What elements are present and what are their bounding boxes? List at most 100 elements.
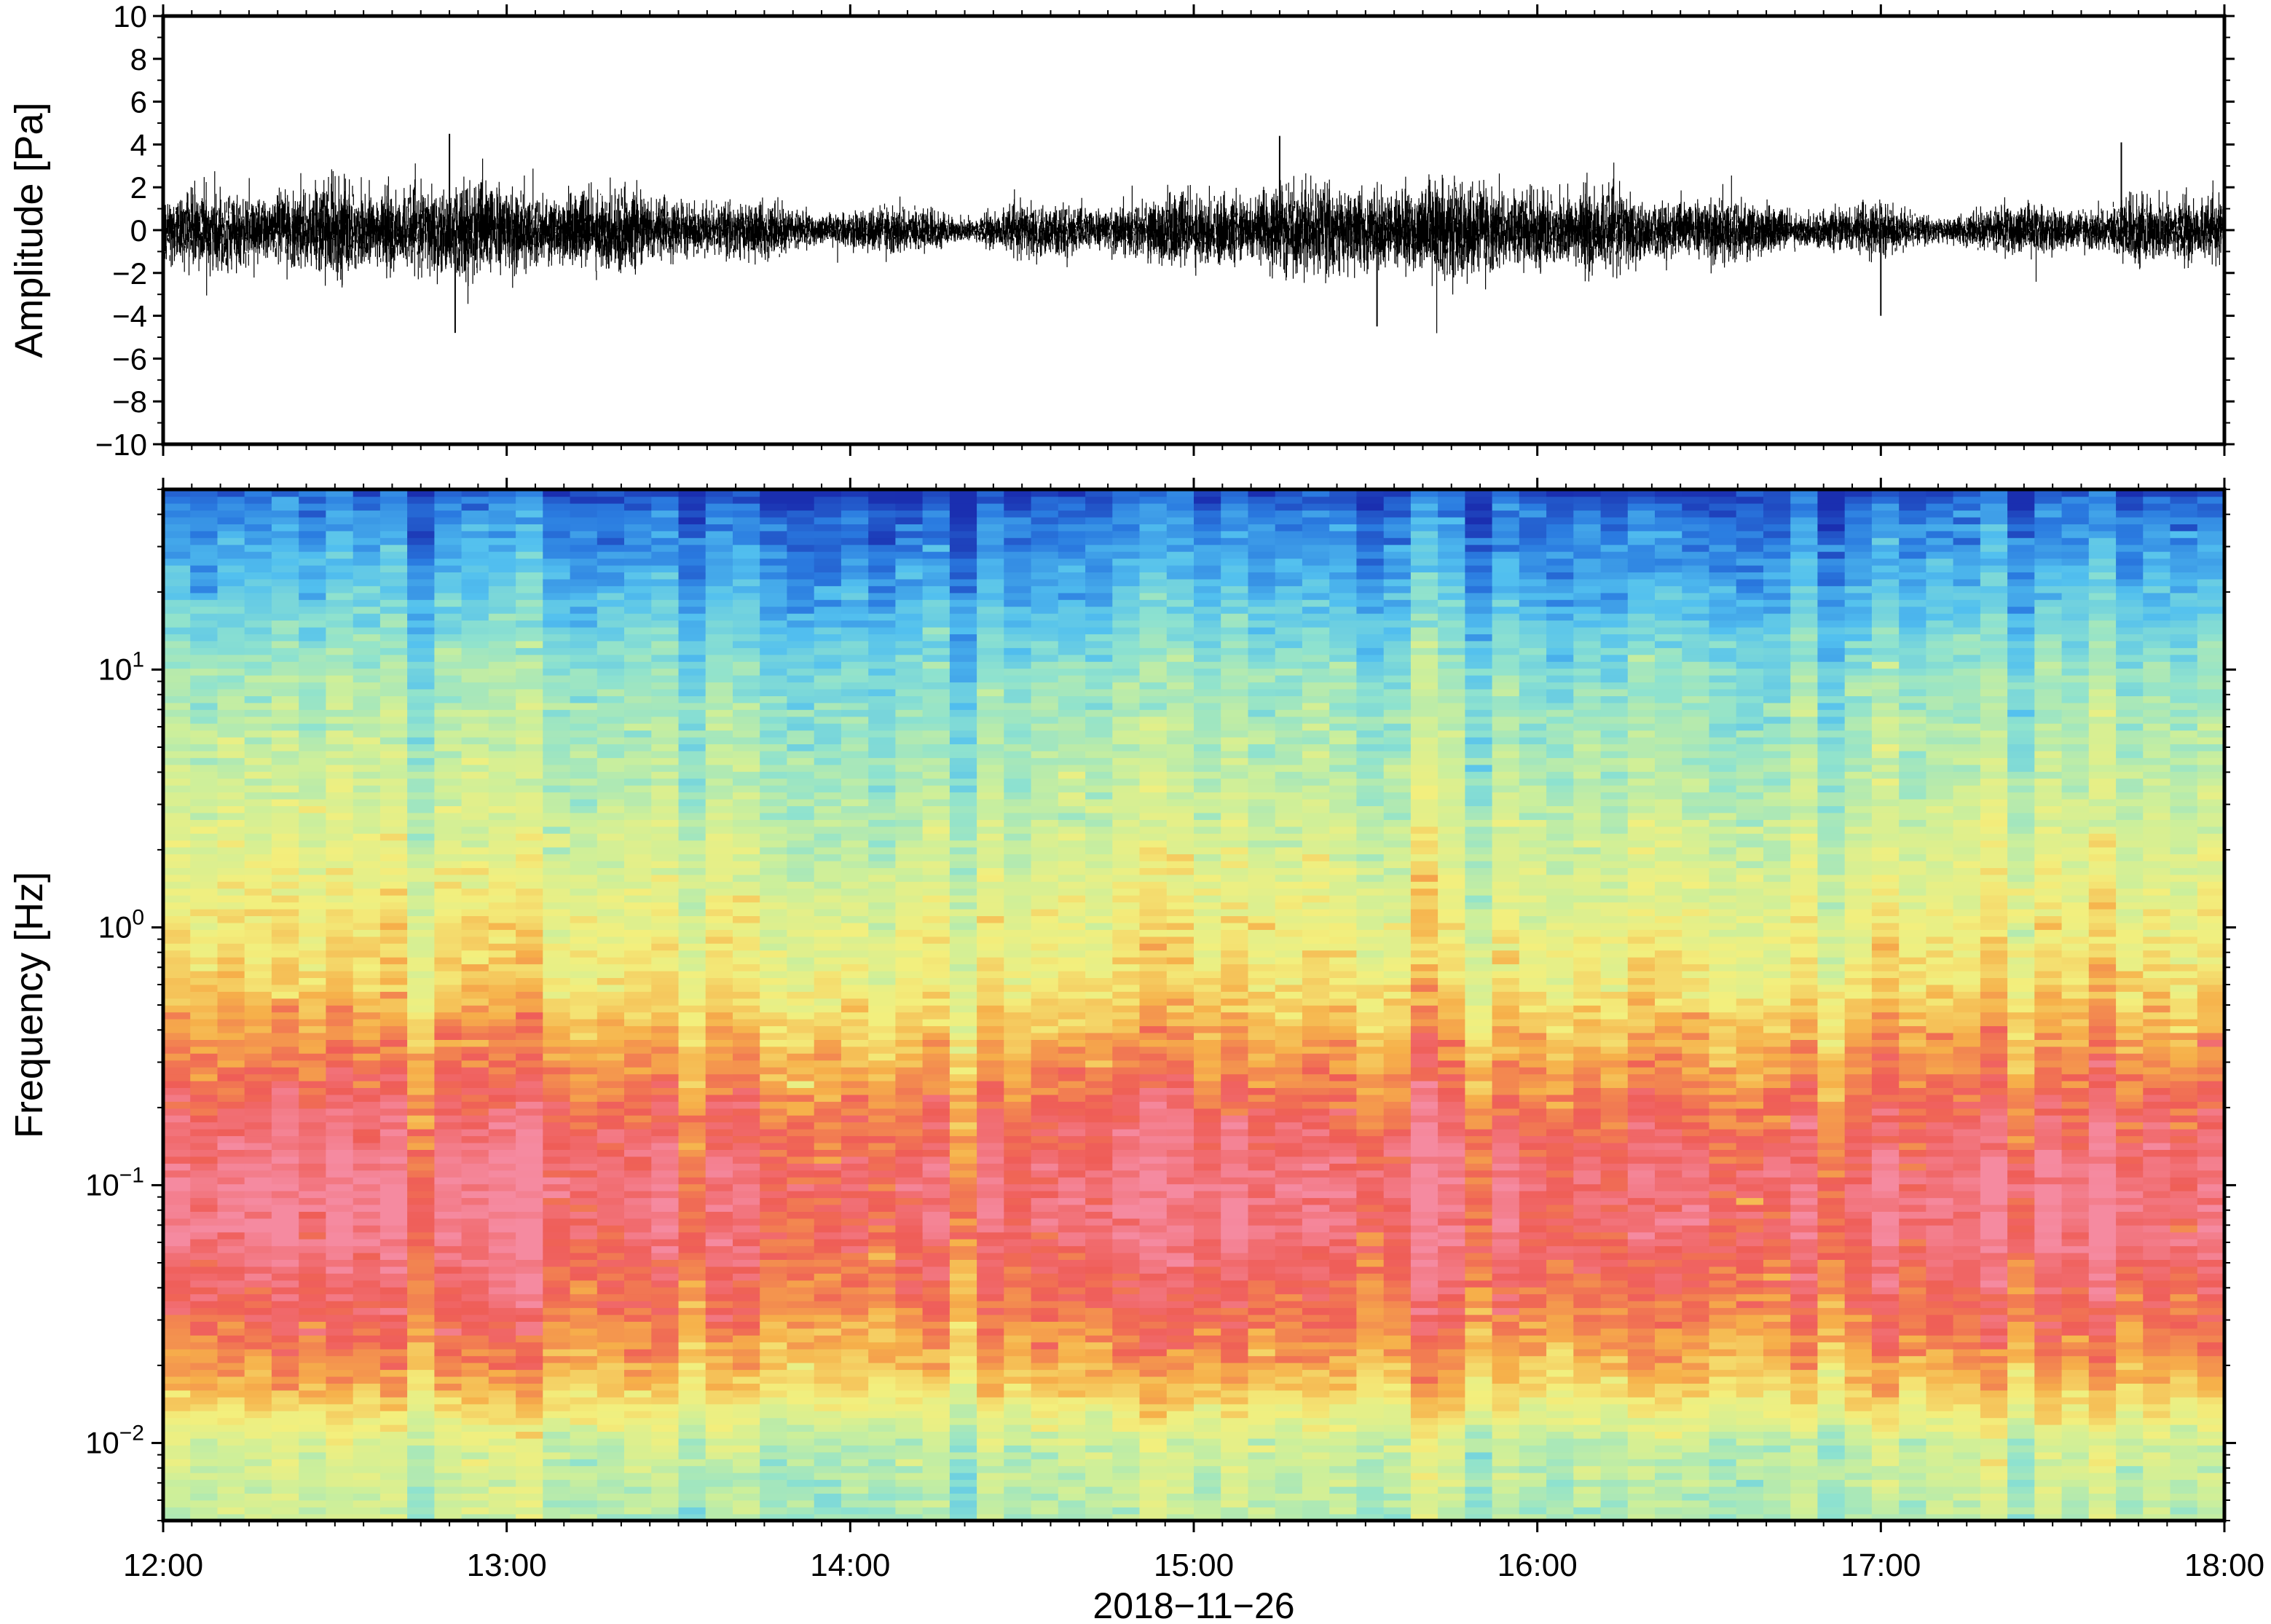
heatmap-cell bbox=[461, 1287, 489, 1295]
heatmap-cell bbox=[516, 991, 544, 999]
heatmap-cell bbox=[434, 750, 463, 758]
heatmap-cell bbox=[570, 716, 598, 724]
heatmap-cell bbox=[760, 496, 788, 504]
heatmap-cell bbox=[543, 1362, 571, 1371]
heatmap-cell bbox=[977, 1122, 1005, 1130]
heatmap-cell bbox=[624, 723, 652, 731]
heatmap-cell bbox=[597, 606, 625, 614]
heatmap-cell bbox=[488, 854, 516, 862]
heatmap-cell bbox=[244, 846, 272, 855]
heatmap-cell bbox=[868, 1472, 897, 1481]
heatmap-cell bbox=[814, 612, 842, 621]
heatmap-cell bbox=[244, 936, 272, 944]
waveform-y-axis-label: Amplitude [Pa] bbox=[7, 102, 51, 358]
heatmap-cell bbox=[244, 1094, 272, 1102]
heatmap-cell bbox=[977, 1259, 1005, 1267]
heatmap-cell bbox=[570, 750, 598, 758]
heatmap-cell bbox=[379, 709, 408, 717]
heatmap-cell bbox=[760, 654, 788, 662]
heatmap-cell bbox=[488, 1135, 516, 1143]
heatmap-cell bbox=[190, 778, 219, 786]
heatmap-cell bbox=[434, 819, 463, 827]
heatmap-cell bbox=[895, 1108, 924, 1116]
heatmap-cell bbox=[543, 778, 571, 786]
heatmap-cell bbox=[949, 867, 977, 875]
heatmap-cell bbox=[624, 551, 652, 559]
heatmap-cell bbox=[760, 963, 788, 971]
heatmap-cell bbox=[787, 661, 815, 669]
heatmap-cell bbox=[407, 1142, 436, 1150]
heatmap-cell bbox=[597, 578, 625, 586]
heatmap-cell bbox=[516, 634, 544, 642]
heatmap-cell bbox=[163, 1018, 191, 1027]
heatmap-cell bbox=[651, 778, 680, 786]
heatmap-cell bbox=[217, 805, 245, 813]
heatmap-cell bbox=[922, 1252, 950, 1260]
heatmap-cell bbox=[949, 950, 977, 958]
heatmap-cell bbox=[1004, 592, 1032, 600]
heatmap-cell bbox=[895, 1335, 924, 1343]
heatmap-cell bbox=[814, 524, 842, 532]
heatmap-cell bbox=[353, 1459, 381, 1467]
heatmap-cell bbox=[678, 1376, 707, 1384]
heatmap-cell bbox=[733, 730, 760, 738]
heatmap-cell bbox=[977, 1170, 1005, 1178]
heatmap-cell bbox=[353, 592, 381, 600]
heatmap-cell bbox=[326, 771, 354, 779]
heatmap-cell bbox=[190, 1472, 219, 1481]
heatmap-cell bbox=[1004, 854, 1032, 862]
heatmap-cell bbox=[1004, 833, 1032, 841]
heatmap-cell bbox=[922, 1293, 950, 1301]
heatmap-cell bbox=[570, 1149, 598, 1157]
heatmap-cell bbox=[651, 798, 680, 806]
heatmap-cell bbox=[949, 730, 977, 738]
heatmap-cell bbox=[326, 592, 354, 600]
heatmap-cell bbox=[163, 502, 191, 511]
heatmap-cell bbox=[353, 530, 381, 538]
heatmap-cell bbox=[488, 1018, 516, 1027]
heatmap-cell bbox=[326, 1122, 354, 1130]
heatmap-cell bbox=[244, 784, 272, 793]
heatmap-cell bbox=[488, 1039, 516, 1047]
heatmap-cell bbox=[163, 819, 191, 827]
heatmap-cell bbox=[163, 805, 191, 813]
heatmap-cell bbox=[597, 1266, 625, 1274]
heatmap-cell bbox=[379, 902, 408, 910]
heatmap-cell bbox=[326, 682, 354, 690]
heatmap-cell bbox=[597, 1472, 625, 1481]
heatmap-cell bbox=[434, 1170, 463, 1178]
heatmap-cell bbox=[326, 516, 354, 524]
heatmap-cell bbox=[733, 1349, 760, 1357]
heatmap-cell bbox=[271, 524, 299, 532]
heatmap-cell bbox=[163, 1245, 191, 1253]
heatmap-cell bbox=[1004, 1032, 1032, 1040]
heatmap-cell bbox=[624, 1211, 652, 1219]
heatmap-cell bbox=[977, 805, 1005, 813]
heatmap-cell bbox=[299, 1513, 327, 1521]
heatmap-cell bbox=[299, 1355, 327, 1363]
heatmap-cell bbox=[543, 558, 571, 566]
heatmap-cell bbox=[299, 757, 327, 765]
heatmap-cell bbox=[787, 647, 815, 655]
heatmap-cell bbox=[1004, 1259, 1032, 1267]
heatmap-cell bbox=[977, 1149, 1005, 1157]
heatmap-cell bbox=[733, 702, 760, 710]
heatmap-cell bbox=[922, 998, 950, 1006]
heatmap-cell bbox=[516, 674, 544, 683]
heatmap-cell bbox=[379, 1369, 408, 1377]
heatmap-cell bbox=[299, 1397, 327, 1405]
heatmap-cell bbox=[949, 1087, 977, 1095]
heatmap-cell bbox=[244, 1293, 272, 1301]
heatmap-cell bbox=[678, 1252, 707, 1260]
heatmap-cell bbox=[190, 819, 219, 827]
heatmap-cell bbox=[244, 757, 272, 765]
heatmap-cell bbox=[949, 888, 977, 896]
heatmap-cell bbox=[488, 510, 516, 518]
heatmap-cell bbox=[949, 489, 977, 497]
heatmap-cell bbox=[733, 888, 760, 896]
heatmap-cell bbox=[570, 826, 598, 834]
heatmap-cell bbox=[516, 1465, 544, 1473]
heatmap-cell bbox=[733, 1259, 760, 1267]
heatmap-cell bbox=[570, 612, 598, 621]
